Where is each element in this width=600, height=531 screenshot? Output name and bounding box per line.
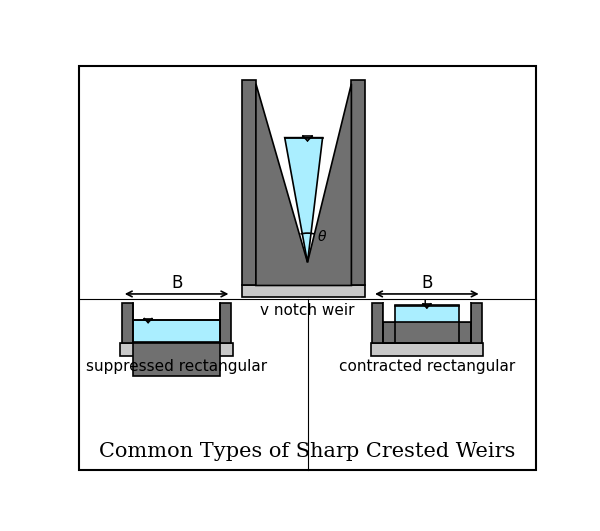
Bar: [242, 286, 365, 297]
Bar: [220, 303, 231, 343]
Polygon shape: [256, 84, 352, 286]
Bar: [459, 303, 471, 322]
Bar: [383, 312, 395, 322]
Bar: [133, 320, 220, 341]
Bar: [459, 312, 471, 322]
Bar: [383, 303, 395, 322]
Text: B: B: [421, 273, 433, 292]
Text: v notch weir: v notch weir: [260, 303, 355, 318]
Bar: [383, 312, 471, 343]
Text: Common Types of Sharp Crested Weirs: Common Types of Sharp Crested Weirs: [100, 442, 515, 461]
Text: L: L: [422, 299, 431, 314]
Bar: [242, 80, 256, 286]
Bar: [371, 343, 483, 356]
Bar: [122, 303, 133, 343]
Bar: [133, 341, 220, 376]
Bar: [121, 343, 233, 356]
Bar: [352, 80, 365, 286]
Text: contracted rectangular: contracted rectangular: [339, 359, 515, 374]
Polygon shape: [285, 138, 323, 262]
Bar: [133, 303, 220, 320]
Bar: [372, 303, 383, 343]
Bar: [395, 305, 459, 322]
Text: suppressed rectangular: suppressed rectangular: [86, 359, 267, 374]
Text: $\theta$: $\theta$: [317, 229, 327, 244]
Bar: [471, 303, 482, 343]
Text: B: B: [171, 273, 182, 292]
